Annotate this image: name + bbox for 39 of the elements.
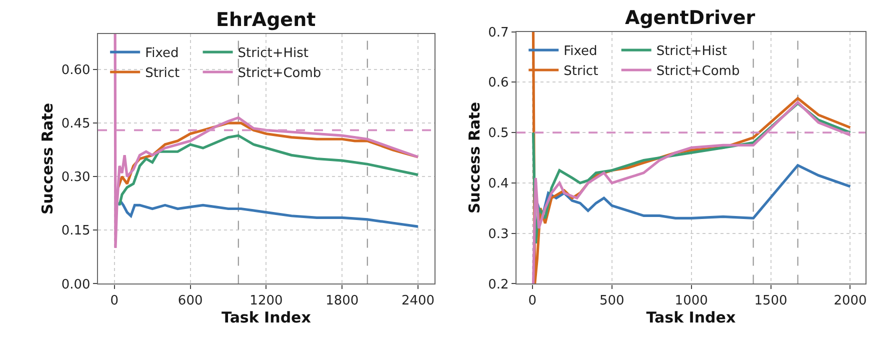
chart-title: EhrAgent — [216, 9, 316, 31]
x-tick-label: 0 — [528, 293, 537, 308]
y-tick-label: 0.6 — [488, 76, 509, 91]
y-tick-label: 0.5 — [488, 126, 509, 142]
line-series — [118, 134, 420, 206]
x-axis-title: Task Index — [646, 308, 736, 326]
y-axis-title: Success Rate — [465, 102, 484, 214]
y-axis-title: Success Rate — [38, 102, 57, 215]
x-tick-label: 500 — [599, 293, 624, 308]
y-tick-label: 0.3 — [488, 226, 509, 242]
y-tick-label: 0.00 — [61, 277, 90, 292]
legend-label: Strict — [145, 66, 180, 82]
y-tick-label: 0.45 — [61, 116, 90, 132]
chart-title: AgentDriver — [625, 7, 756, 29]
legend-label: Strict+Hist — [238, 46, 308, 62]
x-tick-label: 0 — [110, 293, 119, 308]
x-tick-label: 600 — [178, 293, 203, 308]
x-tick-label: 2000 — [834, 293, 867, 308]
x-tick-label: 1500 — [754, 293, 788, 308]
x-tick-label: 1200 — [250, 293, 283, 308]
y-tick-label: 0.15 — [61, 224, 90, 239]
x-tick-label: 1800 — [326, 293, 359, 308]
line-series — [116, 200, 420, 228]
legend-label: Strict+Hist — [656, 44, 728, 60]
legend-label: Strict — [564, 64, 598, 80]
y-tick-label: 0.4 — [488, 176, 509, 192]
y-tick-label: 0.2 — [488, 277, 509, 292]
y-tick-label: 0.60 — [61, 63, 90, 78]
legend-label: Strict+Comb — [656, 64, 740, 80]
y-tick-label: 0.7 — [488, 25, 509, 40]
x-tick-label: 1000 — [674, 293, 708, 308]
line-series — [532, 101, 852, 284]
legend-label: Strict+Comb — [238, 66, 322, 82]
y-tick-label: 0.30 — [61, 170, 90, 186]
legend-label: Fixed — [145, 46, 179, 62]
legend-label: Fixed — [564, 44, 598, 60]
x-tick-label: 2400 — [401, 293, 435, 308]
line-series — [114, 34, 420, 250]
x-axis-title: Task Index — [222, 308, 312, 326]
